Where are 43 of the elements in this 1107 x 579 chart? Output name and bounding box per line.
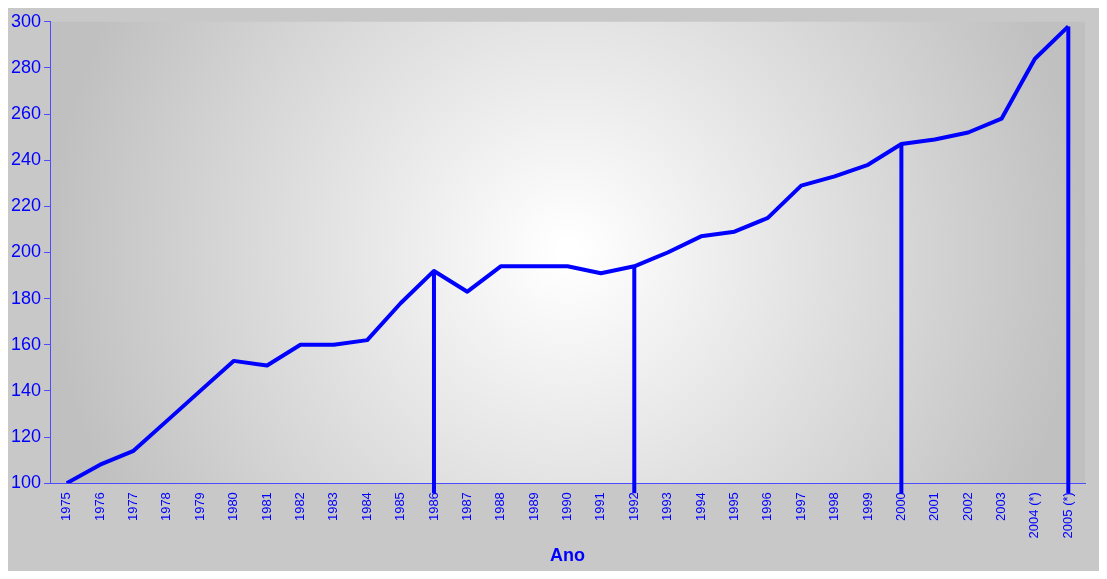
y-tick-label: 280 [10,56,42,77]
x-tick-label: 2000 [892,492,908,522]
x-tick-label: 1981 [258,492,274,522]
x-tick-label: 1993 [659,492,675,522]
x-tick-label: 1977 [125,492,141,522]
y-tick-label: 260 [10,103,42,124]
x-tick-label: 1986 [425,492,441,522]
y-tick-label: 180 [10,287,42,308]
x-tick-label: 1983 [325,492,341,522]
x-tick-label: 1991 [592,492,608,522]
x-tick-label: 2002 [959,492,975,522]
x-tick-label: 1999 [859,492,875,522]
y-tick-label: 120 [10,425,42,446]
y-tick-label: 200 [10,241,42,262]
x-tick-label: 2003 [993,492,1009,522]
y-tick-label: 300 [10,10,42,31]
x-tick-label: 1980 [225,492,241,522]
x-tick-label: 1978 [158,492,174,522]
x-tick-label: 2004 (*) [1026,492,1042,539]
x-tick-label: 2005 (*) [1059,492,1075,539]
y-tick-label: 100 [10,472,42,493]
y-tick-label: 220 [10,195,42,216]
x-tick-label: 1988 [492,492,508,522]
x-tick-label: 1987 [458,492,474,522]
y-tick-label: 240 [10,149,42,170]
x-tick-label: 1994 [692,492,708,522]
x-axis-title: Ano [550,545,586,566]
y-tick-label: 160 [10,333,42,354]
y-tick-label: 140 [10,379,42,400]
x-tick-label: 1985 [392,492,408,522]
x-tick-label: 2001 [926,492,942,522]
x-tick-label: 1984 [358,492,374,522]
x-tick-label: 1976 [91,492,107,522]
x-tick-label: 1997 [792,492,808,522]
x-tick-label: 1979 [191,492,207,522]
x-tick-label: 1989 [525,492,541,522]
x-tick-label: 1998 [826,492,842,522]
x-tick-label: 1995 [726,492,742,522]
x-tick-label: 1975 [58,492,74,522]
x-tick-label: 1992 [625,492,641,522]
x-tick-label: 1982 [292,492,308,522]
x-tick-label: 1990 [559,492,575,522]
x-tick-label: 1996 [759,492,775,522]
